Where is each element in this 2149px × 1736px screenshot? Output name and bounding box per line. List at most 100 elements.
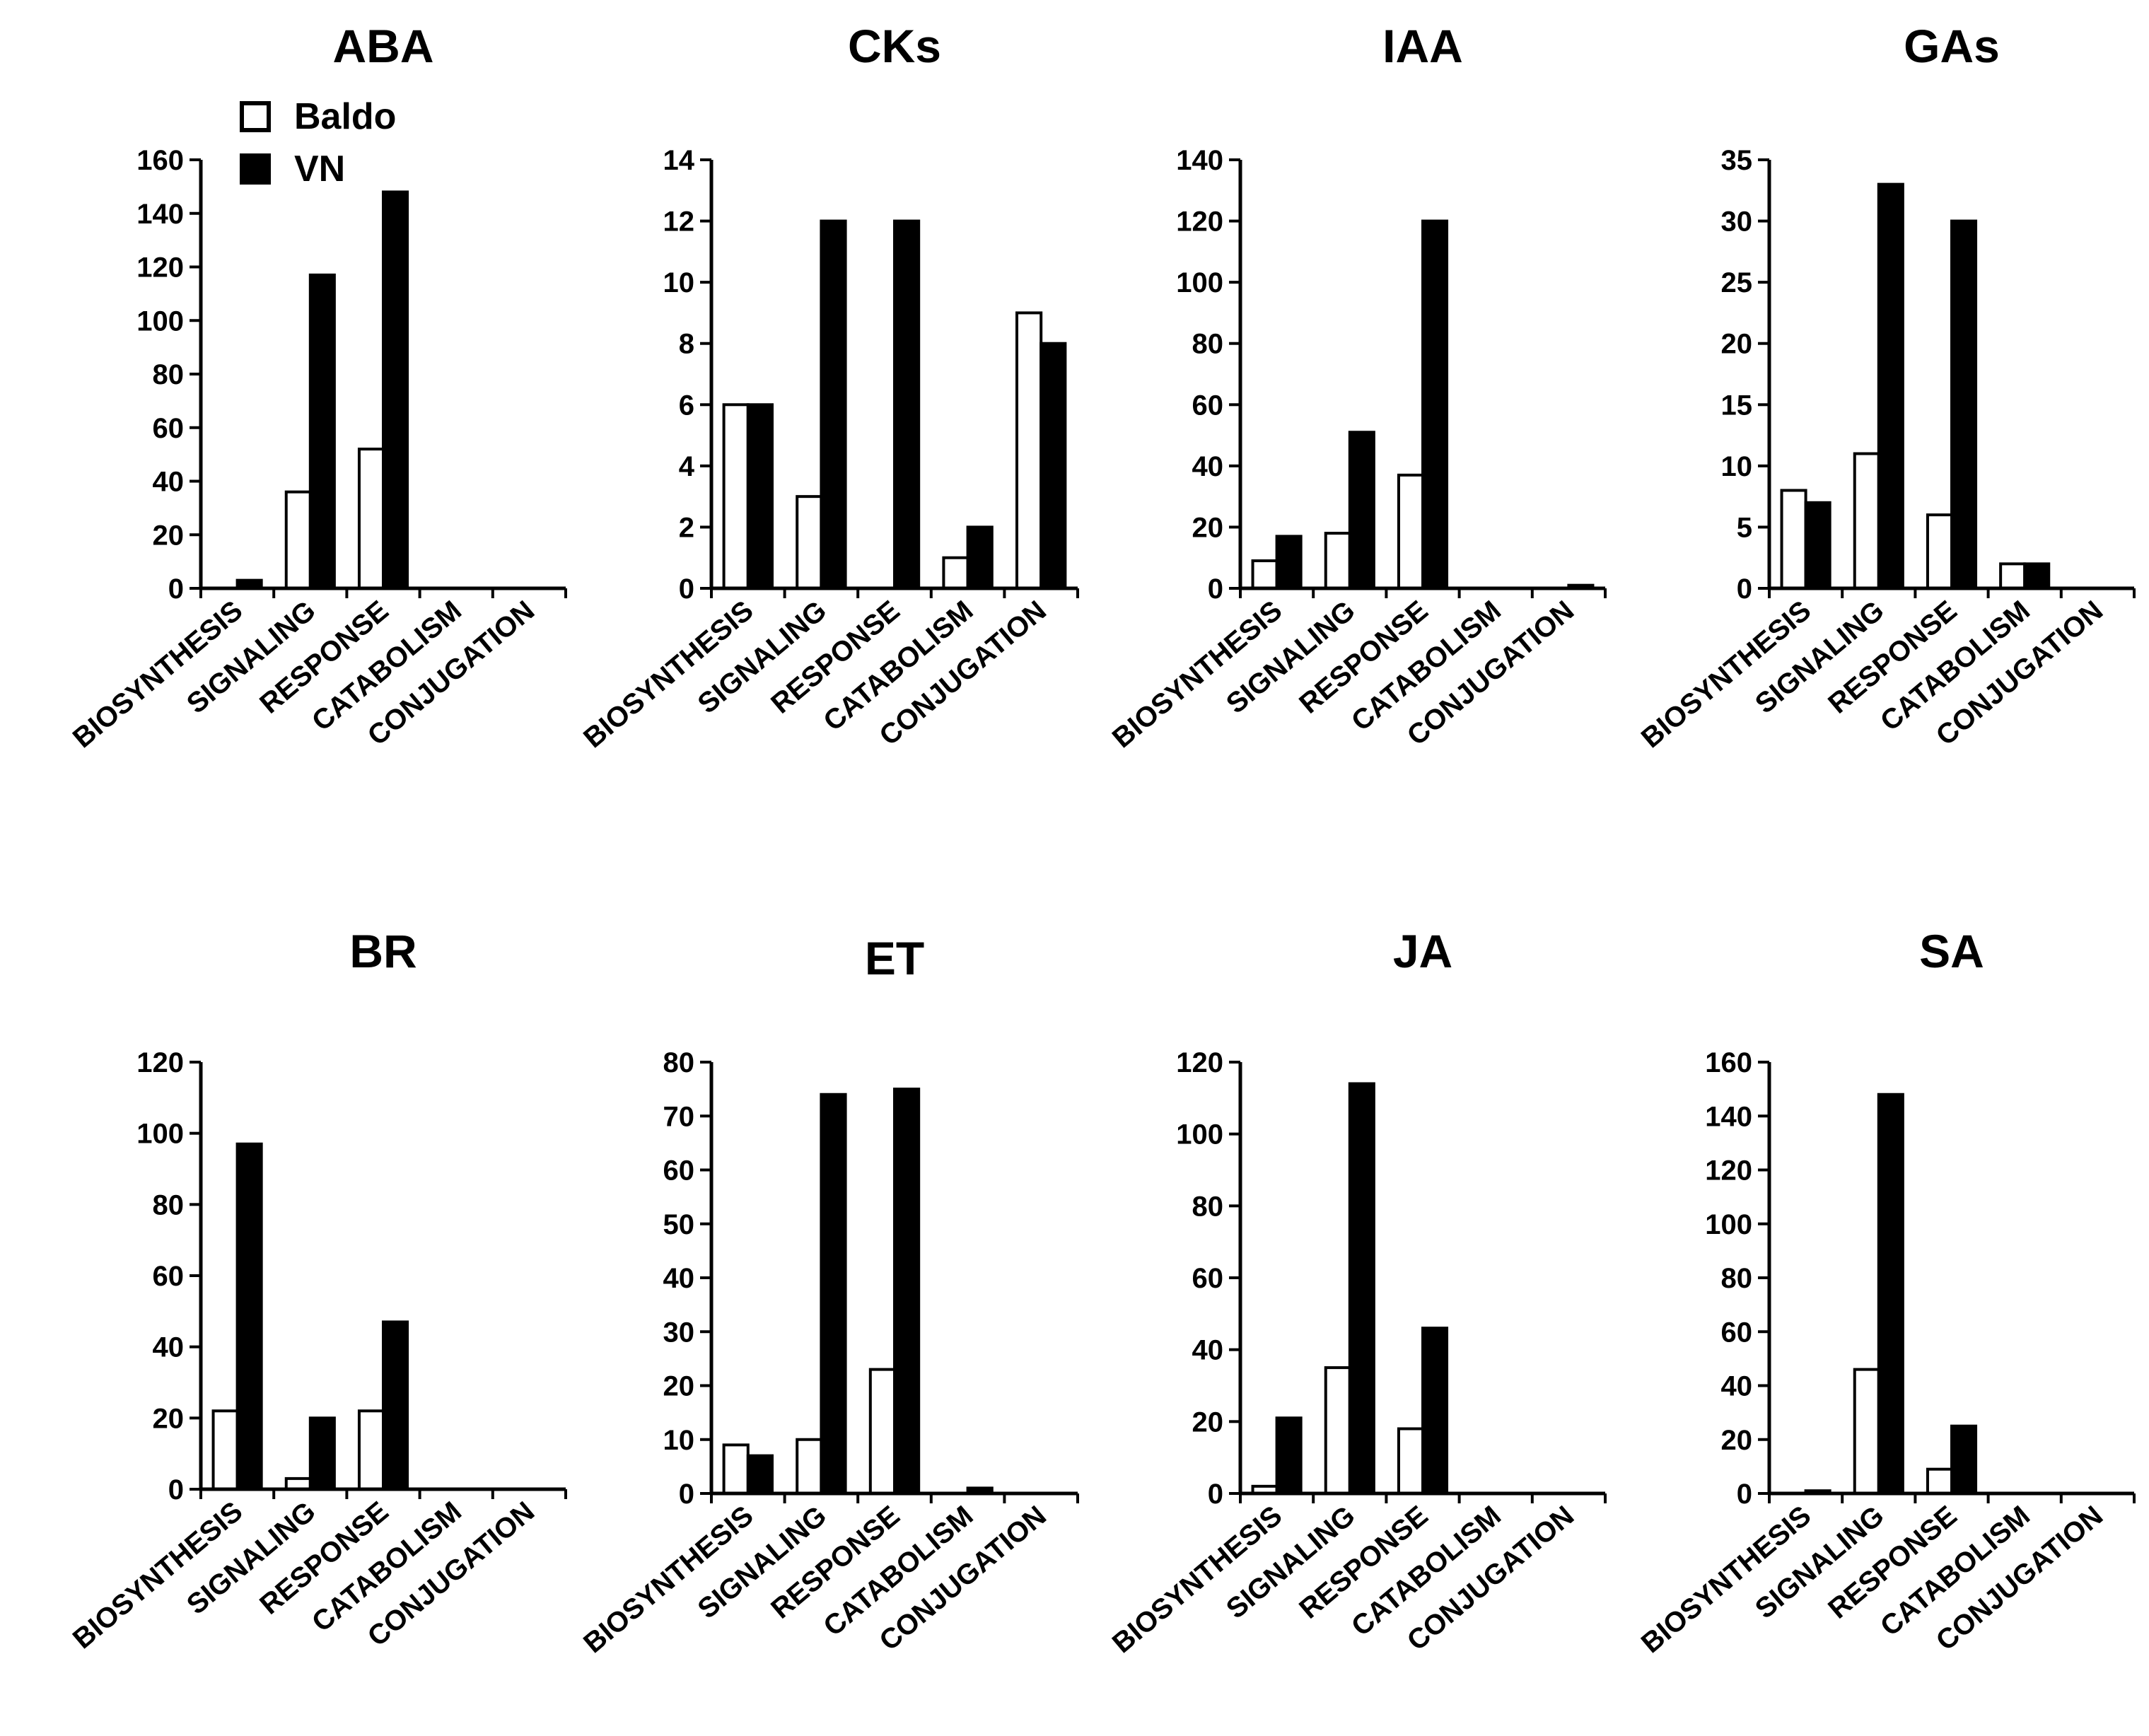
chart-title: JA [1393,925,1452,977]
chart-title: GAs [1904,20,2000,72]
bar-vn-response [382,1320,409,1491]
y-tick-label: 0 [1208,1479,1223,1510]
y-tick-label: 100 [1176,267,1223,298]
bar-vn-response [1421,1327,1449,1495]
bar-baldo-response [357,1409,385,1491]
bar-baldo-signaling [1853,452,1880,590]
y-tick-label: 40 [663,1263,695,1294]
bar-baldo-conjugation [1015,311,1043,590]
y-tick-label: 10 [663,1425,695,1456]
y-tick-label: 4 [679,451,695,482]
y-tick-label: 40 [153,1332,185,1363]
bar-vn-biosynthesis [746,1454,774,1495]
y-tick-label: 160 [1705,1047,1752,1078]
y-tick-label: 0 [168,573,184,605]
chart-title: CKs [848,20,941,72]
bar-baldo-biosynthesis [722,403,750,590]
y-tick-label: 0 [1737,573,1752,605]
y-tick-label: 14 [663,145,695,176]
legend-label-baldo: Baldo [294,96,396,137]
bar-vn-biosynthesis [235,1142,263,1491]
y-tick-label: 6 [679,390,694,421]
y-tick-label: 80 [153,1189,185,1221]
bar-baldo-signaling [796,495,823,590]
bar-vn-signaling [820,1093,847,1495]
y-tick-label: 0 [679,573,694,605]
y-tick-label: 40 [153,467,185,498]
bar-baldo-biosynthesis [722,1443,750,1495]
y-tick-label: 80 [1721,1263,1753,1294]
bar-baldo-biosynthesis [1251,559,1279,590]
y-tick-label: 140 [1705,1101,1752,1132]
bar-vn-catabolism [966,525,994,590]
y-tick-label: 8 [679,329,694,360]
bar-baldo-response [868,1368,897,1495]
bar-baldo-signaling [1324,1366,1351,1496]
y-tick-label: 20 [1192,512,1224,543]
y-tick-label: 0 [1737,1479,1752,1510]
chart-title: BR [349,925,417,977]
bar-vn-catabolism [2023,562,2051,590]
y-tick-label: 80 [1192,1191,1224,1222]
y-tick-label: 120 [1705,1155,1752,1187]
bar-vn-response [1950,219,1978,590]
y-tick-label: 100 [136,1119,184,1150]
y-tick-label: 20 [1192,1406,1224,1438]
bar-vn-response [893,219,921,590]
chart-panel-ja: JA020406080100120BIOSYNTHESISSIGNALINGRE… [1107,925,1607,1659]
bar-vn-response [382,190,409,590]
y-tick-label: 160 [136,145,184,176]
y-tick-label: 120 [136,252,184,284]
y-tick-label: 30 [663,1317,695,1348]
bar-baldo-signaling [1324,532,1351,590]
chart-panel-iaa: IAA020406080100120140BIOSYNTHESISSIGNALI… [1107,20,1607,754]
bar-baldo-catabolism [1999,562,2027,590]
y-tick-label: 0 [168,1474,184,1505]
bar-baldo-biosynthesis [1780,489,1807,590]
y-tick-label: 120 [1176,1047,1223,1078]
y-tick-label: 20 [1721,1425,1753,1456]
bar-baldo-biosynthesis [211,1409,239,1491]
bar-vn-conjugation [1039,342,1067,590]
bar-vn-biosynthesis [1804,501,1831,590]
y-tick-label: 60 [1192,1263,1224,1294]
y-tick-label: 100 [1176,1119,1223,1150]
y-tick-label: 40 [1192,451,1224,482]
bar-baldo-response [1926,513,1954,590]
bar-vn-signaling [308,1416,336,1491]
y-tick-label: 30 [1721,206,1753,238]
y-tick-label: 25 [1721,267,1753,298]
chart-panel-sa: SA020406080100120140160BIOSYNTHESISSIGNA… [1636,925,2136,1659]
y-tick-label: 60 [153,413,185,444]
chart-panel-cks: CKs02468101214BIOSYNTHESISSIGNALINGRESPO… [578,20,1079,754]
y-tick-label: 120 [136,1047,184,1078]
bar-baldo-response [1397,473,1424,590]
bar-baldo-signaling [284,490,312,590]
y-tick-label: 50 [663,1209,695,1240]
bar-vn-signaling [1877,1093,1904,1495]
bar-vn-response [1950,1424,1978,1495]
y-tick-label: 5 [1737,512,1752,543]
y-tick-label: 20 [663,1371,695,1402]
legend: Baldo VN [240,96,396,190]
bar-vn-biosynthesis [1275,535,1303,590]
chart-panel-br: BR020406080100120BIOSYNTHESISSIGNALINGRE… [67,925,567,1655]
chart-panel-gas: GAs05101520253035BIOSYNTHESISSIGNALINGRE… [1636,20,2136,754]
y-tick-label: 80 [1192,329,1224,360]
y-tick-label: 35 [1721,145,1753,176]
y-tick-label: 20 [153,520,185,551]
y-tick-label: 2 [679,512,694,543]
bar-baldo-response [357,448,385,590]
y-tick-label: 10 [663,267,695,298]
chart-title: ABA [333,20,434,72]
chart-panel-et: ET01020304050607080BIOSYNTHESISSIGNALING… [578,932,1079,1659]
y-tick-label: 40 [1192,1335,1224,1366]
y-tick-label: 40 [1721,1371,1753,1402]
y-tick-label: 140 [1176,145,1223,176]
y-tick-label: 100 [136,305,184,337]
bar-vn-signaling [1348,431,1375,590]
y-tick-label: 60 [153,1261,185,1292]
legend-swatch-baldo [240,101,271,132]
bar-baldo-response [1926,1467,1954,1495]
